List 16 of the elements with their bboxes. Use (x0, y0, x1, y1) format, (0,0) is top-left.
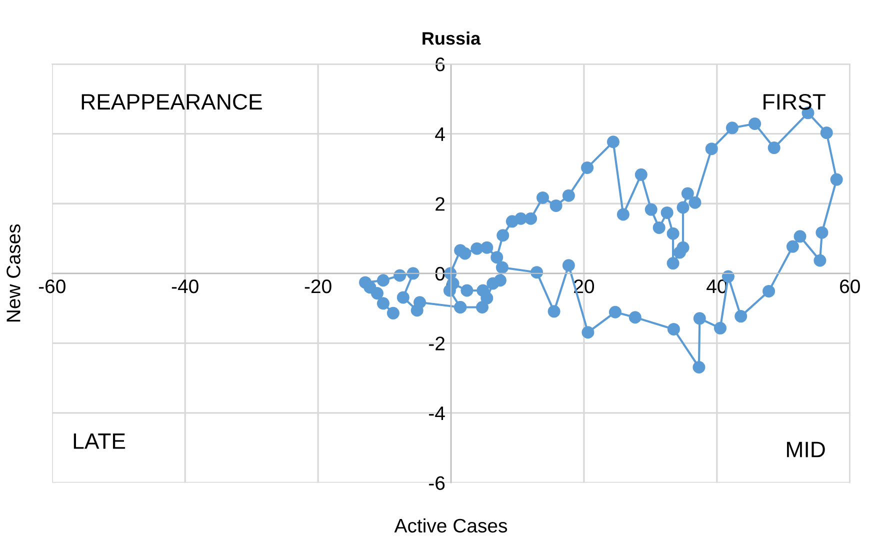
y-axis-title: New Cases (6, 224, 20, 322)
x-tick-label: -60 (38, 279, 66, 294)
y-tick-label: 2 (436, 197, 444, 211)
annotation: LATE (74, 434, 126, 449)
annotation: FIRST (764, 94, 826, 110)
x-tick-label: -40 (172, 279, 198, 294)
x-tick-label: 60 (840, 279, 860, 294)
y-tick-label: -2 (429, 336, 444, 350)
annotation: REAPPEARANCE (82, 94, 262, 110)
x-axis-title: Active Cases (394, 518, 508, 533)
y-tick-label: 4 (435, 128, 445, 141)
y-tick-label: -6 (429, 476, 445, 490)
annotation: MID (787, 442, 825, 458)
x-tick-label: -20 (304, 279, 332, 294)
y-tick-label: -4 (429, 406, 445, 420)
chart-title: Russia (422, 32, 481, 45)
